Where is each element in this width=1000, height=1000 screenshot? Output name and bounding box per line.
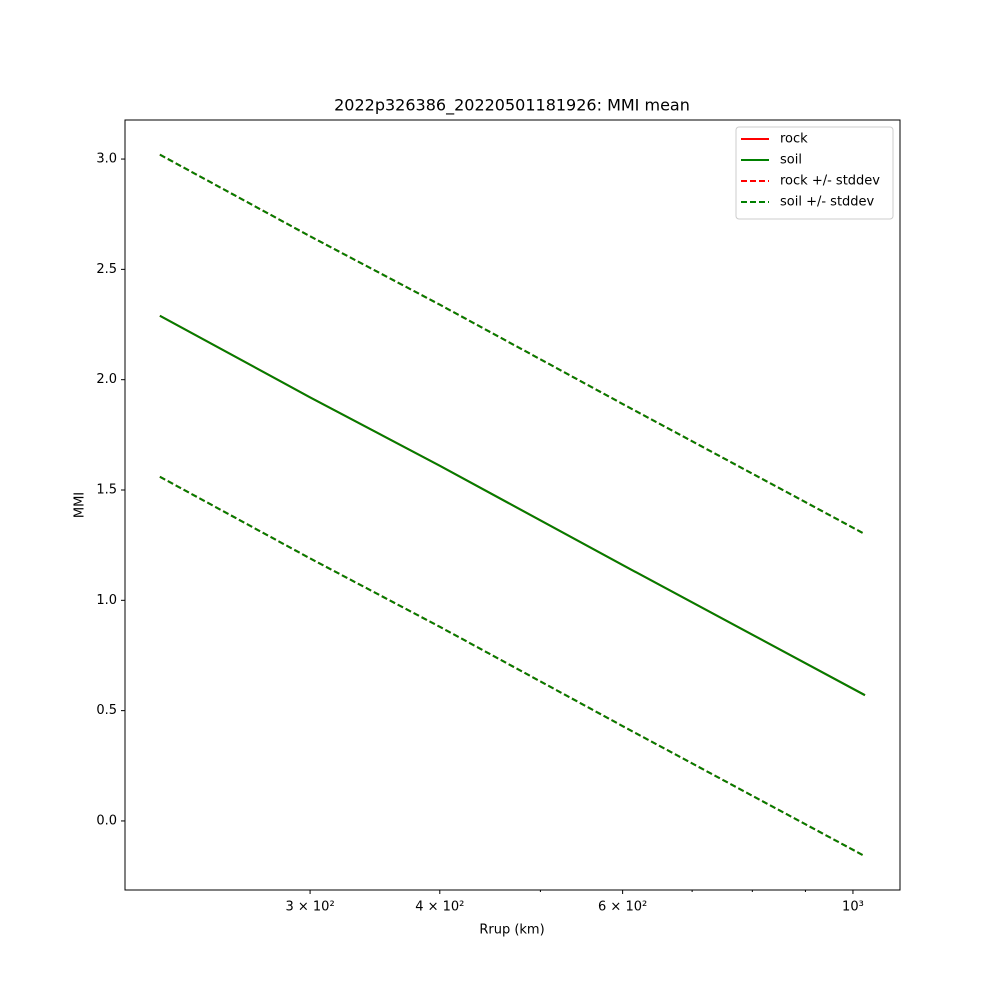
x-tick-label: 4 × 10² (415, 900, 464, 915)
series-line (159, 314, 866, 697)
y-tick-label: 0.0 (96, 813, 117, 828)
series-line (159, 475, 866, 858)
y-tick-label: 1.5 (96, 482, 117, 497)
legend-label: rock (780, 132, 808, 147)
y-tick-label: 0.5 (96, 703, 117, 718)
y-tick-label: 2.0 (96, 372, 117, 387)
x-axis-label: Rrup (km) (479, 923, 544, 938)
y-axis-label: MMI (73, 492, 88, 518)
plot-frame (124, 119, 901, 891)
y-tick-label: 1.0 (96, 593, 117, 608)
y-tick-label: 2.5 (96, 262, 117, 277)
chart-title: 2022p326386_20220501181926: MMI mean (334, 96, 690, 116)
legend-label: soil (780, 153, 802, 168)
x-tick-label: 6 × 10² (598, 900, 647, 915)
legend-label: rock +/- stddev (780, 174, 880, 189)
x-tick-label: 10³ (842, 900, 864, 915)
y-tick-label: 3.0 (96, 152, 117, 167)
legend-label: soil +/- stddev (780, 195, 875, 210)
x-tick-label: 3 × 10² (285, 900, 334, 915)
series-line (159, 153, 866, 536)
legend-box (735, 126, 894, 220)
